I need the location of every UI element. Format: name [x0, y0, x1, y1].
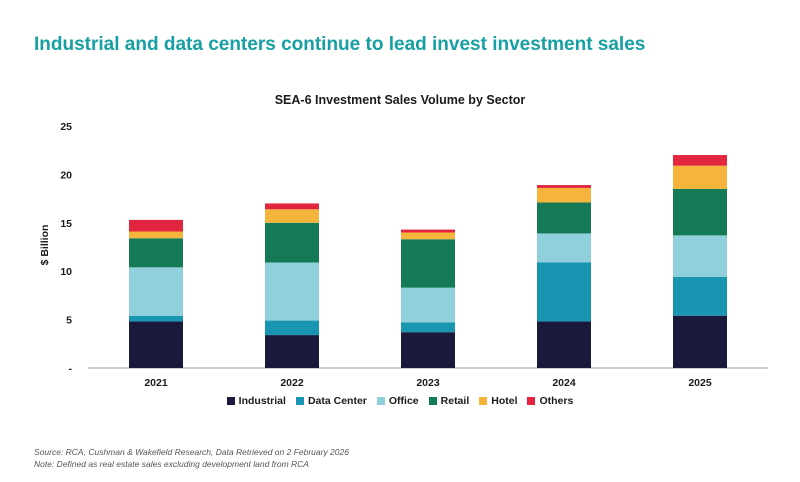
bar-segment-retail	[401, 239, 455, 288]
legend-label: Industrial	[238, 395, 286, 407]
bar-stack-2025	[673, 155, 727, 368]
legend-label: Office	[388, 395, 419, 407]
bar-segment-data-center	[537, 262, 591, 322]
bar-segment-hotel	[537, 187, 591, 203]
legend-item-others: Others	[527, 395, 573, 407]
y-tick-label: -	[69, 363, 73, 375]
bar-segment-others	[265, 203, 319, 210]
bar-segment-office	[401, 287, 455, 323]
page-headline: Industrial and data centers continue to …	[34, 34, 646, 55]
y-tick-label: 20	[60, 169, 72, 181]
bar-segment-office	[537, 233, 591, 263]
bar-segment-data-center	[401, 322, 455, 333]
bar-stack-2021	[129, 219, 183, 368]
x-tick-label: 2024	[552, 377, 576, 389]
y-tick-label: 25	[60, 121, 72, 133]
bar-segment-data-center	[265, 320, 319, 336]
legend-item-retail: Retail	[428, 395, 470, 407]
bar-segment-hotel	[673, 165, 727, 189]
bar-segment-retail	[129, 238, 183, 268]
bar-segment-data-center	[129, 315, 183, 322]
bar-segment-others	[673, 155, 727, 166]
bar-segment-hotel	[401, 232, 455, 240]
legend-item-data-center: Data Center	[295, 395, 367, 407]
legend-item-office: Office	[376, 395, 419, 407]
bar-segment-data-center	[673, 277, 727, 316]
y-tick-label: 5	[66, 315, 72, 327]
chart-title: SEA-6 Investment Sales Volume by Sector	[274, 93, 526, 107]
bar-stacks	[129, 155, 727, 368]
bar-segment-industrial	[129, 321, 183, 368]
bar-stack-2024	[537, 185, 591, 368]
legend-item-industrial: Industrial	[226, 395, 286, 407]
legend-swatch	[226, 397, 235, 405]
bar-stack-2023	[401, 229, 455, 368]
legend-label: Others	[539, 395, 574, 407]
legend-swatch	[376, 397, 385, 405]
bar-segment-others	[537, 185, 591, 188]
bar-segment-hotel	[129, 231, 183, 239]
bar-segment-industrial	[673, 315, 727, 368]
legend-label: Retail	[440, 395, 470, 407]
legend-swatch	[295, 397, 304, 405]
bar-segment-office	[673, 235, 727, 278]
legend-swatch	[479, 397, 488, 405]
bar-segment-office	[129, 267, 183, 316]
y-axis-ticks: - 5 10 15 20 25	[60, 121, 72, 375]
y-tick-label: 15	[60, 218, 72, 230]
y-axis-label: $ Billion	[39, 225, 51, 266]
chart-legend: Industrial Data Center Office Retail Hotel Ot…	[0, 395, 800, 407]
bar-segment-others	[129, 219, 183, 232]
bar-segment-retail	[537, 202, 591, 234]
x-tick-label: 2025	[688, 377, 712, 389]
legend-swatch	[527, 397, 536, 405]
legend-label: Hotel	[491, 395, 518, 407]
bar-segment-hotel	[265, 209, 319, 223]
bar-stack-2022	[265, 203, 319, 368]
y-tick-label: 10	[60, 266, 72, 278]
x-axis-ticks: 2021 2022 2023 2024 2025	[144, 377, 712, 389]
bar-segment-industrial	[401, 332, 455, 368]
legend-item-hotel: Hotel	[479, 395, 517, 407]
x-tick-label: 2022	[280, 377, 304, 389]
bar-segment-industrial	[265, 335, 319, 368]
footnotes: Source: RCA, Cushman & Wakefield Researc…	[34, 446, 349, 470]
source-note: Source: RCA, Cushman & Wakefield Researc…	[34, 447, 349, 457]
x-tick-label: 2023	[416, 377, 440, 389]
x-tick-label: 2021	[144, 377, 168, 389]
bar-segment-retail	[265, 222, 319, 263]
legend-swatch	[428, 397, 437, 405]
bar-segment-retail	[673, 188, 727, 236]
definition-note: Note: Defined as real estate sales exclu…	[34, 459, 309, 469]
legend-label: Data Center	[307, 395, 367, 407]
bar-segment-office	[265, 262, 319, 321]
bar-segment-industrial	[537, 321, 591, 368]
bar-segment-others	[401, 229, 455, 233]
